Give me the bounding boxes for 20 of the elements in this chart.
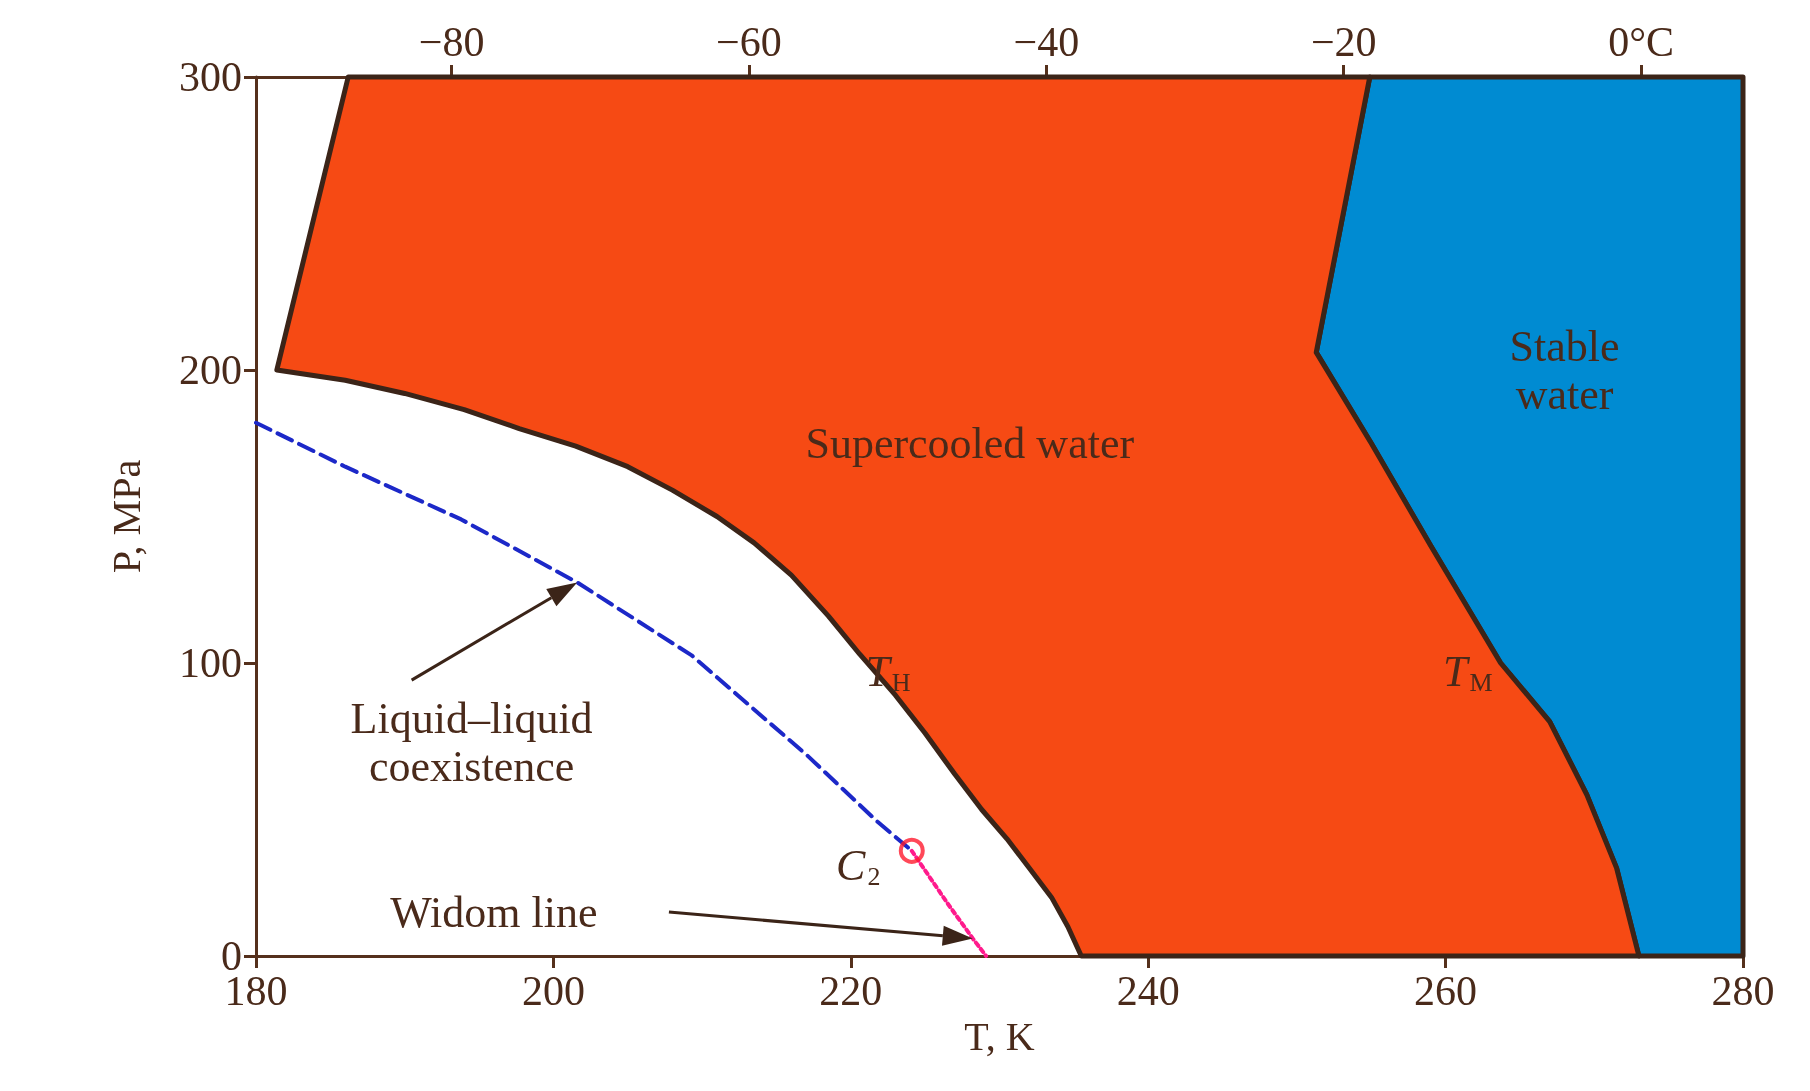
x2-tick-label: −80 — [418, 19, 485, 65]
x2-tick-label: −40 — [1013, 19, 1080, 65]
x-axis-title: T, K — [964, 1014, 1035, 1060]
y-tick-label: 100 — [179, 640, 242, 686]
line-series — [909, 848, 989, 958]
x-tick-label: 200 — [521, 968, 585, 1014]
x2-tick-label: −20 — [1310, 19, 1377, 65]
x-tick-label: 220 — [819, 968, 883, 1014]
y-axis-title: P, MPa — [103, 459, 149, 574]
x-tick-label: 240 — [1116, 968, 1180, 1014]
annotation: Widom line — [390, 887, 598, 937]
annotation: Stable water — [1509, 321, 1620, 419]
y-tick-label: 200 — [179, 347, 242, 393]
x-tick-label: 280 — [1711, 968, 1775, 1014]
annotation: Liquid–liquid coexistence — [350, 693, 593, 791]
y-tick-label: 300 — [179, 54, 242, 100]
x2-tick-label: 0°C — [1608, 19, 1675, 65]
x-tick-label: 260 — [1414, 968, 1478, 1014]
x2-tick-label: −60 — [716, 19, 782, 65]
annotation: Supercooled water — [805, 418, 1135, 468]
